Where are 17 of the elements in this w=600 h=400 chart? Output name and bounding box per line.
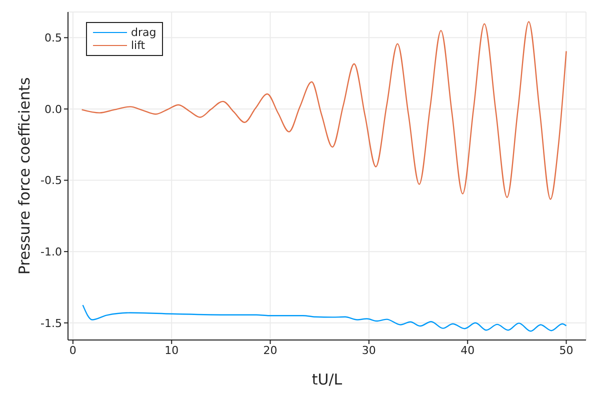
x-axis-title: tU/L (312, 370, 343, 389)
y-axis-title: Pressure force coefficients (15, 77, 34, 275)
x-tick-label: 40 (460, 344, 475, 357)
x-tick-label: 0 (69, 344, 76, 357)
legend-label: drag (131, 26, 156, 39)
y-tick-label: 0.0 (44, 102, 62, 116)
y-tick-label: -1.0 (40, 245, 62, 258)
x-tick-label: 30 (362, 344, 376, 357)
y-tick-label: 0.5 (44, 32, 62, 45)
x-tick-label: 50 (559, 344, 574, 357)
x-tick-label: 20 (263, 344, 278, 357)
x-tick-label: 10 (164, 344, 179, 357)
y-tick-label: -1.5 (40, 316, 62, 330)
line-series (81, 21, 567, 200)
legend-label: lift (131, 39, 146, 52)
line-series (82, 304, 567, 332)
y-tick-label: -0.5 (40, 174, 62, 188)
